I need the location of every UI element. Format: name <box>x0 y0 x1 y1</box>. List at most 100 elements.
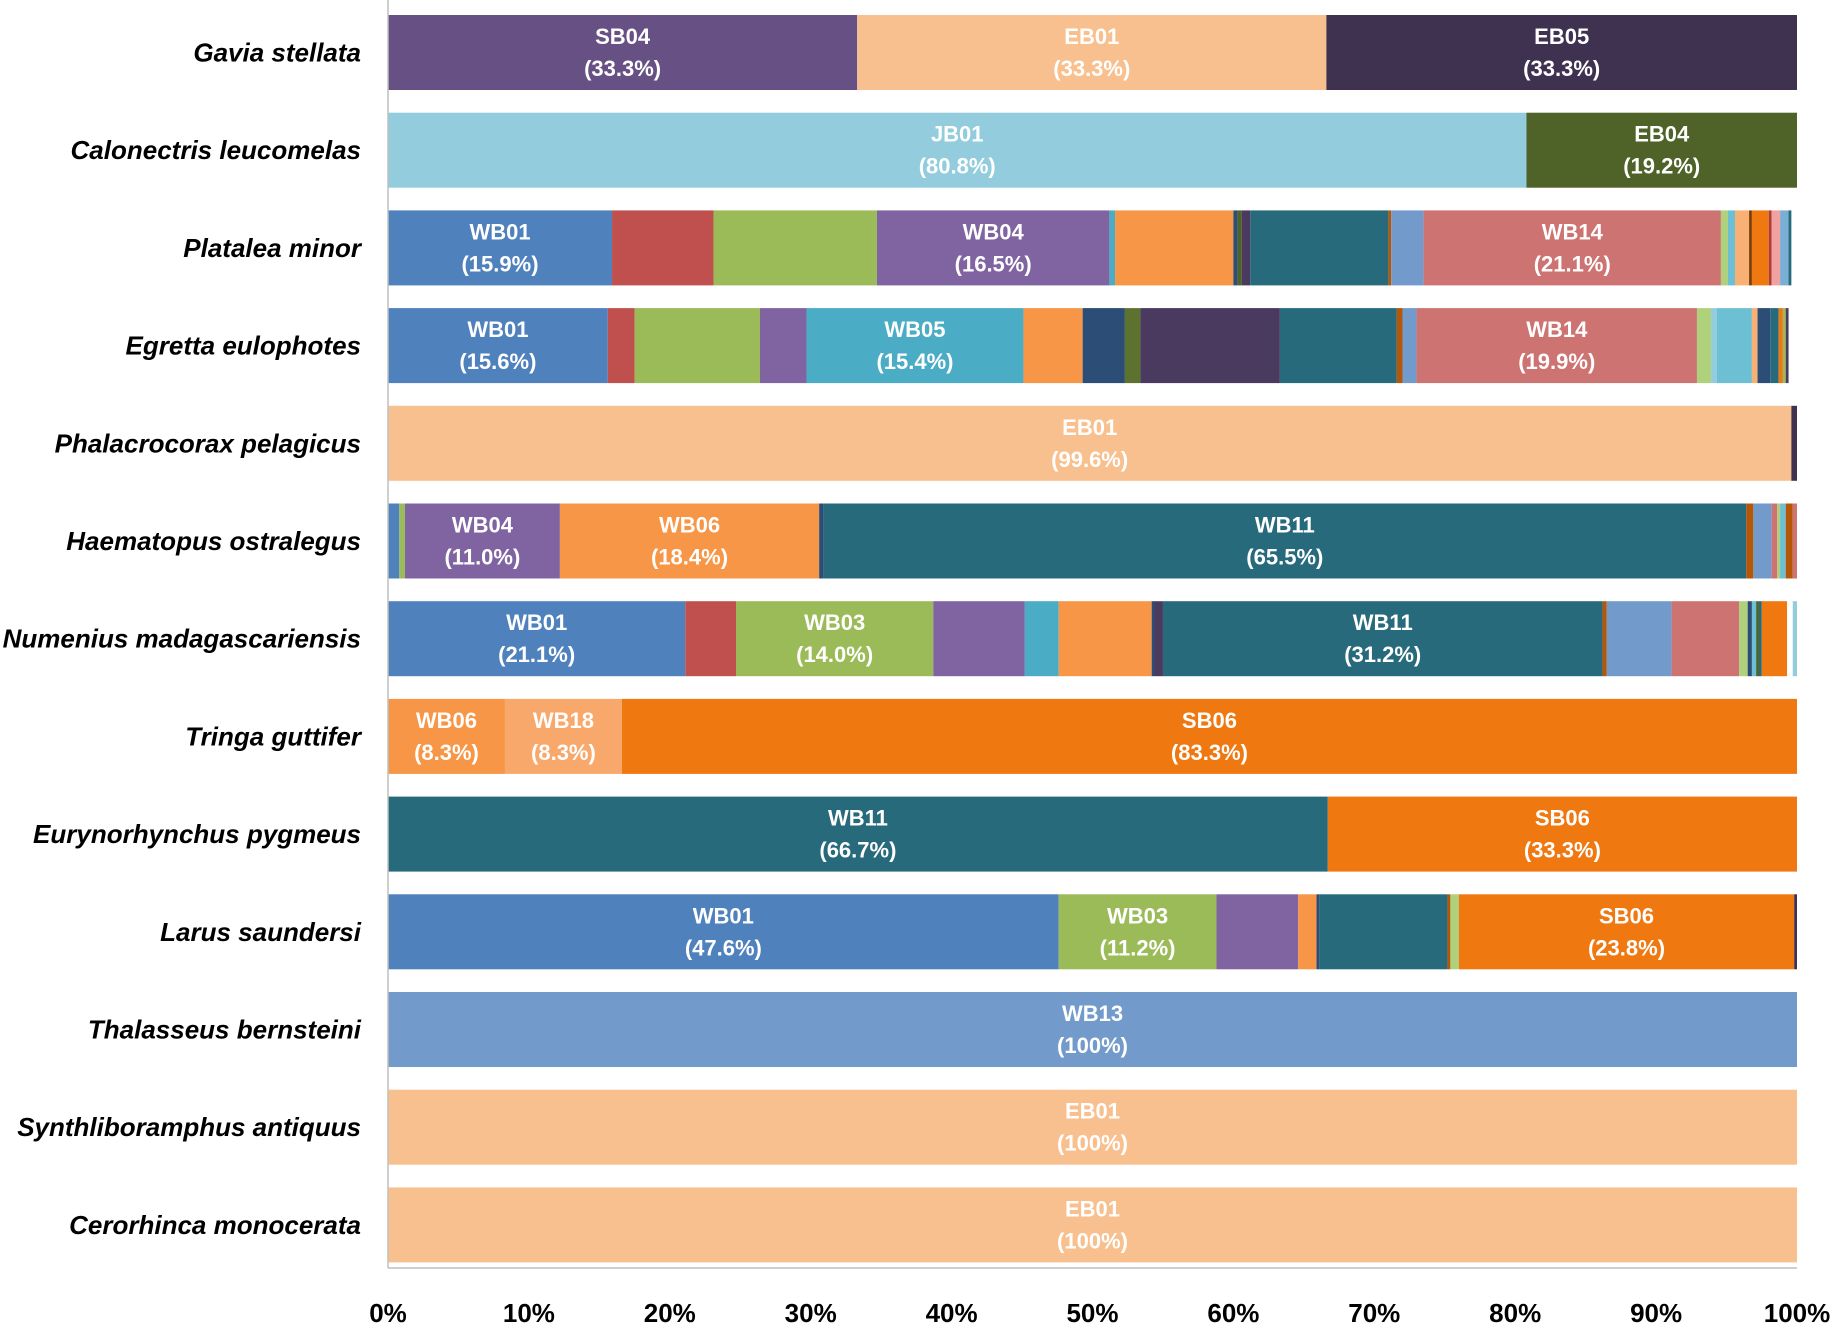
segment-percent-label: (15.4%) <box>876 349 953 374</box>
category-label: Calonectris leucomelas <box>71 135 361 165</box>
segment-name-label: WB18 <box>533 708 594 733</box>
segment-name-label: WB01 <box>693 903 754 928</box>
segment-name-label: WB11 <box>1353 610 1413 635</box>
segment-name-label: EB01 <box>1065 1099 1120 1124</box>
bar-segment-wb22 <box>1771 210 1781 286</box>
bar-segment-wb20 <box>1761 601 1788 677</box>
bar-segment-wb21 <box>1778 308 1783 384</box>
segment-percent-label: (80.8%) <box>919 154 996 179</box>
x-tick-label: 60% <box>1207 1298 1259 1328</box>
bar-segment-wb01 <box>388 308 608 384</box>
category-label: Egretta eulophotes <box>126 331 361 361</box>
bar-row-tringa-guttifer: Tringa guttifer WB06 (8.3%) WB18 (8.3%) SB06 (… <box>185 698 1797 774</box>
segment-name-label: WB06 <box>416 708 477 733</box>
bar-row-cerorhinca-monocerata: Cerorhinca monocerata EB01 (100%) <box>69 1187 1797 1263</box>
segment-percent-label: (99.6%) <box>1051 447 1128 472</box>
bar-segment-eb01 <box>388 405 1792 481</box>
segment-percent-label: (19.9%) <box>1518 349 1595 374</box>
bar-segment-wb06 <box>1115 210 1234 286</box>
segment-percent-label: (65.5%) <box>1246 545 1323 570</box>
bar-row-larus-saundersi: Larus saundersi WB01 (47.6%) WB03 (11.2%) SB0… <box>160 894 1797 970</box>
segment-percent-label: (31.2%) <box>1344 642 1421 667</box>
bar-segment-wb03 <box>1058 894 1217 970</box>
bar-segment-wb16 <box>1727 210 1736 286</box>
bar-segment-wb22 <box>1782 308 1786 384</box>
bar-segment-sb04 <box>388 15 858 90</box>
bar-segment-wb09 <box>1140 308 1280 384</box>
bar-segment-wb17 <box>1751 601 1757 677</box>
bar-segment-wb07 <box>1316 894 1320 970</box>
category-label: Synthliboramphus antiquus <box>17 1112 361 1142</box>
bar-segment-wb13 <box>388 992 1797 1067</box>
bar-segment-wb02 <box>612 210 714 286</box>
bar-segment-wb03 <box>634 308 760 384</box>
segment-percent-label: (18.4%) <box>651 545 728 570</box>
bar-segment-wb04 <box>759 308 807 384</box>
bar-segment-wb13 <box>1606 601 1672 677</box>
bar-segment-wb09 <box>1154 601 1163 677</box>
segment-percent-label: (23.8%) <box>1588 935 1665 960</box>
bar-segment-sb06 <box>1327 796 1797 872</box>
bar-segment-wb19 <box>1758 601 1762 677</box>
segment-name-label: EB01 <box>1062 415 1117 440</box>
bar-segment-wb02 <box>685 601 737 677</box>
bar-segment-wb15 <box>1739 601 1748 677</box>
segment-name-label: EB01 <box>1064 24 1119 49</box>
x-tick-label: 20% <box>644 1298 696 1328</box>
segment-name-label: JB01 <box>931 122 984 147</box>
segment-percent-label: (11.0%) <box>444 545 520 570</box>
category-label: Platalea minor <box>183 233 363 263</box>
bar-segment-wb12 <box>1746 503 1754 579</box>
segment-name-label: WB03 <box>804 610 865 635</box>
bar-segment-wb23 <box>1780 210 1789 286</box>
bar-segment-wb14 <box>1416 308 1697 384</box>
bar-segment-wb11 <box>1319 894 1448 970</box>
segment-name-label: WB14 <box>1526 317 1588 342</box>
bar-segment-wb06 <box>559 503 820 579</box>
bar-segment-wb05 <box>806 308 1024 384</box>
segment-name-label: WB03 <box>1107 903 1168 928</box>
segment-percent-label: (15.9%) <box>461 251 538 276</box>
bar-segment-wb15 <box>1450 894 1459 970</box>
bar-segment-wb11 <box>1162 601 1603 677</box>
bar-segment-wb03 <box>736 601 934 677</box>
segment-percent-label: (100%) <box>1057 1228 1128 1253</box>
segment-name-label: WB01 <box>469 219 530 244</box>
bar-row-haematopus-ostralegus: Haematopus ostralegus WB04 (11.0%) WB06 (18.… <box>66 503 1797 579</box>
bar-segment-eb01 <box>388 1089 1797 1165</box>
x-tick-label: 90% <box>1630 1298 1682 1328</box>
x-tick-label: 50% <box>1066 1298 1118 1328</box>
bar-segment-wb04 <box>1216 894 1299 970</box>
segment-name-label: WB13 <box>1062 1001 1123 1026</box>
bar-segment-sb06 <box>1458 894 1795 970</box>
segment-name-label: SB06 <box>1599 903 1654 928</box>
bar-segment-wb23 <box>1785 308 1789 384</box>
category-label: Phalacrocorax pelagicus <box>55 428 361 458</box>
bar-segment-wb01 <box>388 503 400 579</box>
bar-segment-wb18 <box>1756 601 1759 677</box>
bar-segment-wb06 <box>1298 894 1317 970</box>
bar-segment-eb04 <box>1526 112 1797 188</box>
segment-name-label: WB01 <box>506 610 567 635</box>
segment-percent-label: (16.5%) <box>955 251 1032 276</box>
bar-segment-wb18 <box>1751 308 1758 384</box>
bar-segment-wb11 <box>823 503 1747 579</box>
bar-segment-wb11 <box>388 796 1328 872</box>
segment-name-label: WB11 <box>1255 513 1315 538</box>
bar-segment-wb14 <box>1671 601 1740 677</box>
segment-name-label: SB06 <box>1535 806 1590 831</box>
bar-segment-wb07 <box>1082 308 1125 384</box>
segment-percent-label: (21.1%) <box>1534 251 1611 276</box>
bar-segment-wb12 <box>1396 308 1403 384</box>
bar-segment-wb16 <box>1747 601 1752 677</box>
bar-segment-wb21 <box>1768 210 1772 286</box>
segment-name-label: WB01 <box>467 317 528 342</box>
bar-segment-wb02 <box>607 308 635 384</box>
segment-percent-label: (33.3%) <box>1053 56 1130 81</box>
bar-row-phalacrocorax-pelagicus: Phalacrocorax pelagicus EB01 (99.6%) <box>55 405 1797 481</box>
segment-name-label: WB04 <box>452 513 514 538</box>
bar-segment-wb11 <box>1250 210 1389 286</box>
bar-row-synthliboramphus-antiquus: Synthliboramphus antiquus EB01 (100%) <box>17 1089 1797 1165</box>
